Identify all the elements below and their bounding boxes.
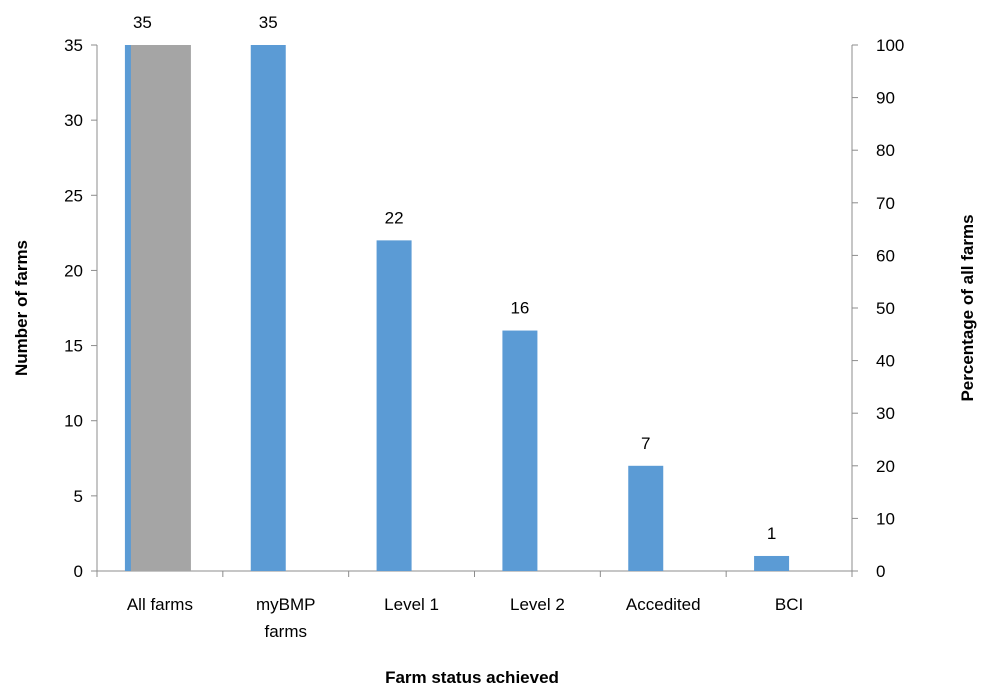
y2-tick-label: 40	[876, 352, 895, 371]
x-tick-label: Level 2	[510, 595, 565, 614]
data-label: 1	[767, 524, 776, 543]
y2-tick-label: 70	[876, 194, 895, 213]
y-tick-label: 10	[64, 412, 83, 431]
y-tick-label: 35	[64, 36, 83, 55]
x-tick-label: myBMP	[256, 595, 316, 614]
bar-number-of-farms	[250, 45, 286, 571]
y2-tick-label: 30	[876, 404, 895, 423]
data-label: 35	[259, 13, 278, 32]
y2-tick-label: 10	[876, 509, 895, 528]
x-tick-label: farms	[265, 622, 308, 641]
data-label: 7	[641, 434, 650, 453]
y-tick-label: 25	[64, 186, 83, 205]
y2-tick-label: 20	[876, 457, 895, 476]
data-label: 35	[133, 13, 152, 32]
x-tick-label: Level 1	[384, 595, 439, 614]
y-tick-label: 20	[64, 261, 83, 280]
bar-percentage-of-farms	[130, 45, 191, 571]
y2-axis-title: Percentage of all farms	[958, 214, 977, 401]
data-label: 16	[510, 299, 529, 318]
bar-number-of-farms	[754, 555, 790, 571]
data-label: 22	[385, 208, 404, 227]
x-tick-label: BCI	[775, 595, 803, 614]
y2-tick-label: 50	[876, 299, 895, 318]
x-tick-label: All farms	[127, 595, 193, 614]
y2-tick-label: 90	[876, 89, 895, 108]
bar-number-of-farms	[376, 240, 412, 571]
bar-number-of-farms	[502, 330, 538, 571]
y-tick-label: 30	[64, 111, 83, 130]
y2-tick-label: 100	[876, 36, 904, 55]
y2-tick-label: 60	[876, 246, 895, 265]
y-tick-label: 0	[74, 562, 83, 581]
bar-number-of-farms	[628, 465, 664, 571]
x-tick-label: Accedited	[626, 595, 701, 614]
y-axis-title: Number of farms	[12, 240, 31, 376]
y-tick-label: 15	[64, 337, 83, 356]
y2-tick-label: 0	[876, 562, 885, 581]
y-tick-label: 5	[74, 487, 83, 506]
y2-tick-label: 80	[876, 141, 895, 160]
x-axis-title: Farm status achieved	[385, 668, 559, 687]
